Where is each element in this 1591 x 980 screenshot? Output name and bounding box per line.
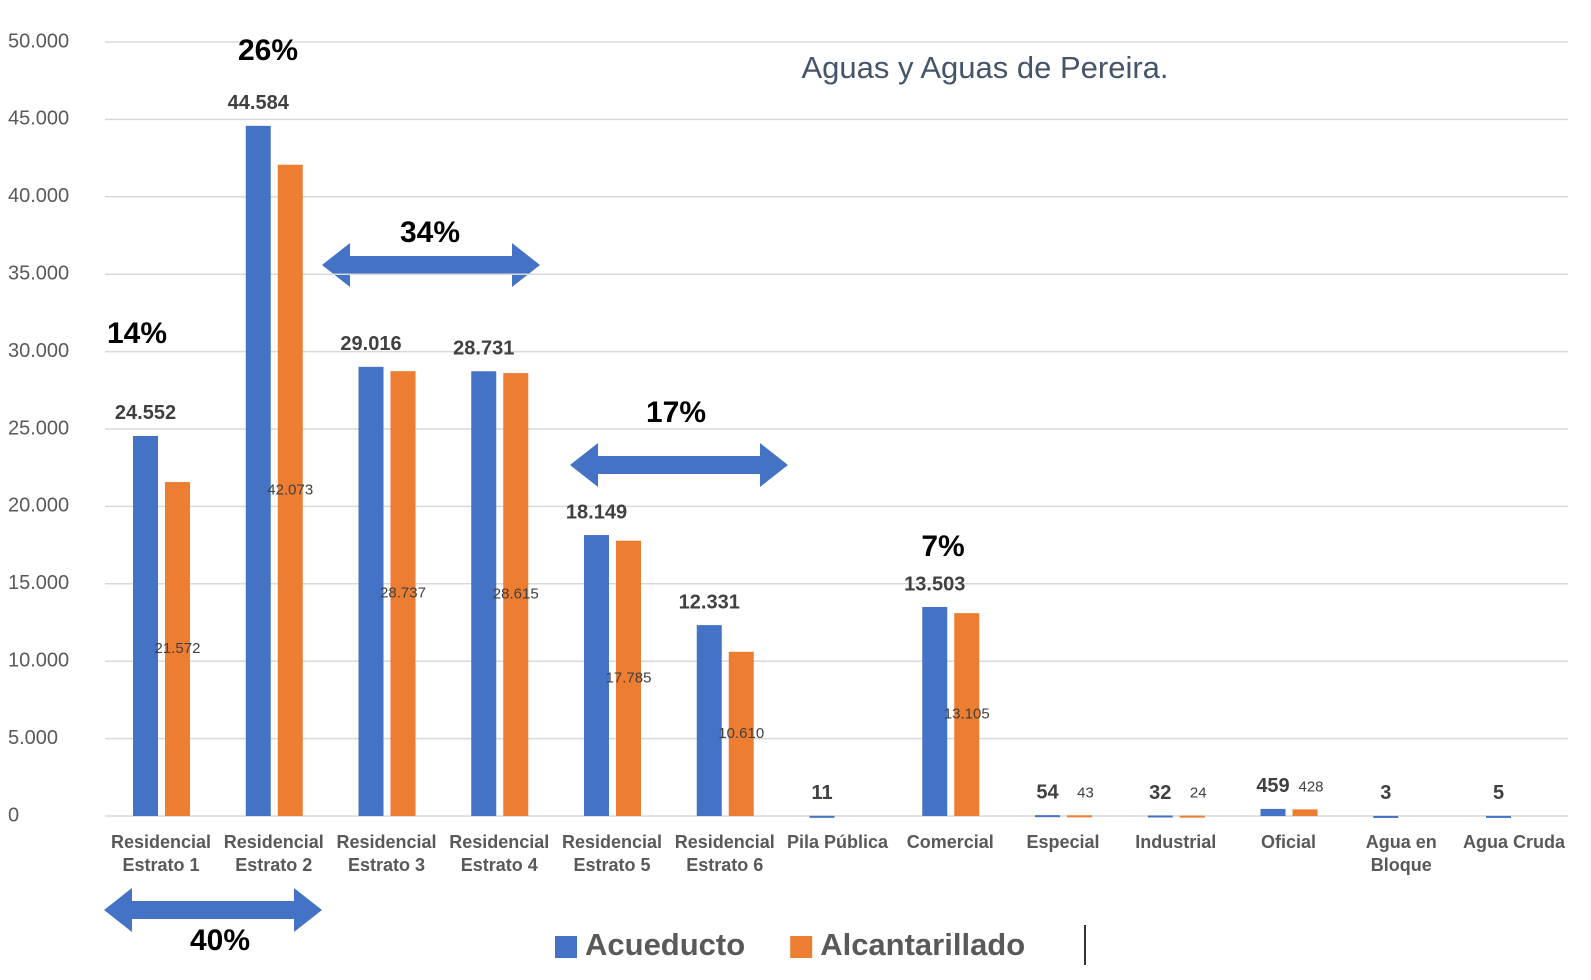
bar <box>696 625 722 816</box>
y-tick-label: 50.000 <box>8 30 69 52</box>
bar <box>277 164 303 816</box>
annotation: 14% <box>107 317 167 350</box>
value-label: 44.584 <box>228 92 290 114</box>
bar <box>1179 815 1205 818</box>
bar <box>922 606 948 816</box>
annotation: 26% <box>238 34 298 67</box>
value-label: 459 <box>1256 775 1289 797</box>
bar <box>1373 815 1399 818</box>
y-tick-label: 45.000 <box>8 108 69 130</box>
x-tick-label: Residencial Estrato 2 <box>223 832 324 875</box>
y-tick-label: 25.000 <box>8 417 69 439</box>
x-tick-label: Especial <box>1026 832 1100 852</box>
bar <box>809 815 835 818</box>
bar <box>1067 815 1092 818</box>
bar <box>1486 815 1511 818</box>
annotation: 7% <box>921 530 964 563</box>
y-tick-label: 40.000 <box>8 185 69 207</box>
value-label: 43 <box>1077 784 1094 801</box>
legend-label: Alcantarillado <box>820 927 1025 962</box>
bar <box>245 125 271 817</box>
value-label: 18.149 <box>566 501 627 523</box>
bar <box>1292 809 1318 816</box>
bar <box>503 373 529 816</box>
legend-swatch <box>790 936 813 958</box>
value-label: 32 <box>1149 782 1171 804</box>
bar <box>1260 808 1286 816</box>
value-label: 3 <box>1380 782 1391 804</box>
arrow <box>322 243 540 287</box>
bar <box>728 651 754 816</box>
x-tick-label: Comercial <box>906 832 994 852</box>
annotation: 40% <box>190 924 250 957</box>
x-tick-label: Agua Cruda <box>1462 832 1565 852</box>
value-label: 13.105 <box>944 706 990 723</box>
arrow <box>570 443 788 487</box>
value-label: 5 <box>1493 782 1504 804</box>
legend-label: Acueducto <box>585 927 745 962</box>
arrow <box>104 888 322 932</box>
bar <box>165 482 190 816</box>
annotation: 34% <box>400 216 460 249</box>
chart-title: Aguas y Aguas de Pereira. <box>801 50 1168 85</box>
value-label: 13.503 <box>904 573 965 595</box>
bar <box>1147 815 1173 818</box>
bar <box>358 366 384 816</box>
x-tick-label: Residencial Estrato 4 <box>449 832 550 875</box>
y-tick-label: 0 <box>8 804 19 826</box>
legend-swatch <box>555 936 577 958</box>
value-label: 42.073 <box>267 481 313 498</box>
bar <box>584 535 609 816</box>
value-label: 12.331 <box>679 591 740 613</box>
value-label: 428 <box>1298 778 1323 795</box>
value-label: 28.737 <box>380 585 426 602</box>
bar <box>390 371 416 816</box>
value-label: 24 <box>1190 785 1207 802</box>
value-label: 28.731 <box>453 338 514 360</box>
value-label: 29.016 <box>340 333 401 355</box>
arrows <box>104 243 788 932</box>
x-tick-label: Residencial Estrato 6 <box>674 832 775 875</box>
y-tick-label: 20.000 <box>8 495 69 517</box>
value-label: 28.615 <box>493 585 539 602</box>
bar <box>1035 815 1060 818</box>
x-tick-label: Pila Pública <box>786 832 889 852</box>
value-label: 21.572 <box>155 640 201 657</box>
y-tick-label: 15.000 <box>8 572 69 594</box>
x-tick-label: Residencial Estrato 5 <box>561 832 663 875</box>
y-tick-label: 30.000 <box>8 340 69 362</box>
bar <box>133 435 158 816</box>
x-tick-label: Agua en Bloque <box>1365 832 1437 875</box>
x-tick-label: Oficial <box>1260 832 1317 852</box>
y-tick-label: 35.000 <box>8 262 69 284</box>
value-label: 54 <box>1036 781 1059 803</box>
value-label: 24.552 <box>115 402 176 424</box>
y-tick-label: 5.000 <box>8 727 58 749</box>
value-label: 11 <box>811 782 832 804</box>
bar <box>471 371 497 816</box>
x-tick-label: Industrial <box>1135 832 1217 852</box>
y-tick-label: 10.000 <box>8 649 69 671</box>
bar <box>954 613 980 816</box>
x-tick-label: Residencial Estrato 3 <box>336 832 437 875</box>
x-tick-label: Residencial Estrato 1 <box>110 832 212 875</box>
value-label: 10.610 <box>718 725 764 742</box>
bar <box>616 540 641 816</box>
value-label: 17.785 <box>606 669 652 686</box>
annotation: 17% <box>646 396 706 429</box>
